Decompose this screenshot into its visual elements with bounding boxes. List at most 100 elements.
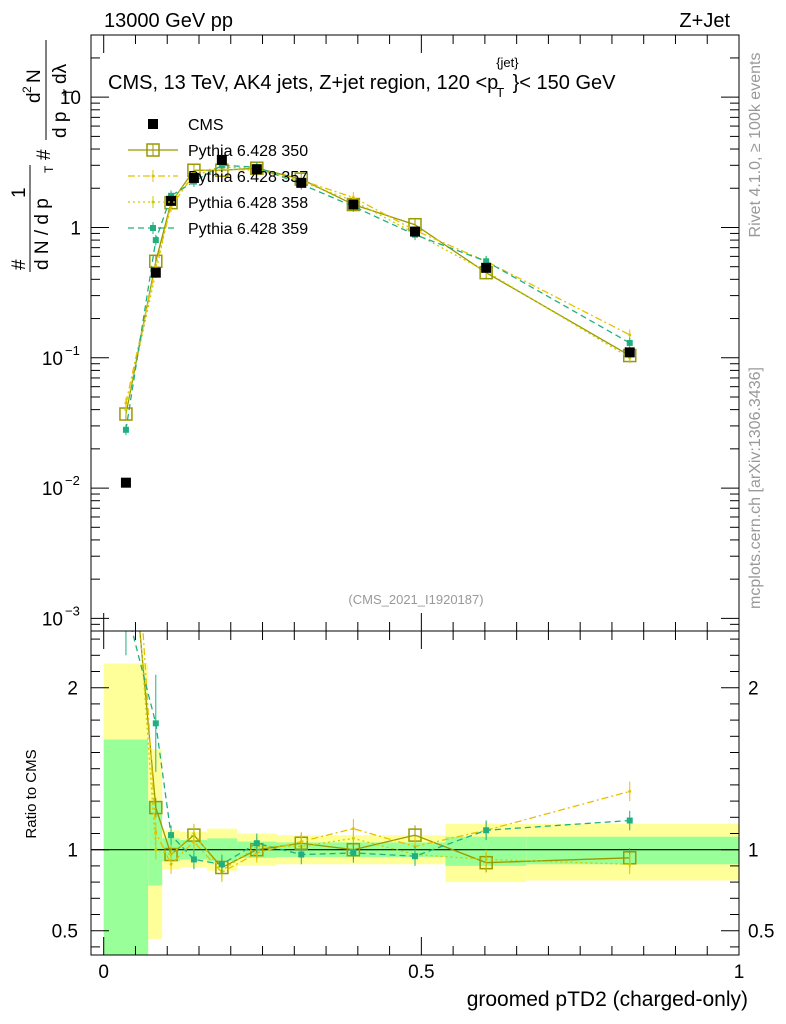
main-ytick-exponent: −1 [65, 343, 80, 358]
legend-marker-p350 [146, 143, 160, 157]
data-point-cms [150, 267, 161, 278]
ratio-point-p359 [152, 720, 159, 727]
data-point-p359 [626, 339, 633, 346]
ratio-point-p358 [169, 853, 173, 857]
legend-label-p357: Pythia 6.428 357 [188, 169, 308, 186]
ratio-point-p358 [484, 857, 488, 861]
ratio-ytick-label: 1 [67, 841, 78, 862]
mcplots-label: mcplots.cern.ch [arXiv:1306.3436] [747, 367, 764, 609]
ratio-line-p350 [139, 631, 630, 869]
ratio-point-p357 [124, 362, 127, 365]
legend-label-p358: Pythia 6.428 358 [188, 195, 308, 212]
chart-title: CMS, 13 TeV, AK4 jets, Z+jet region, 120… [108, 55, 616, 100]
main-ytick-label: 10 [42, 609, 63, 630]
ratio-point-p358 [628, 862, 632, 866]
data-point-cms [120, 477, 131, 488]
legend-label-p350: Pythia 6.428 350 [188, 143, 308, 160]
ratio-point-p357 [628, 789, 632, 793]
ratio-ytick-label-right: 1 [748, 841, 759, 862]
data-point-cms [188, 172, 199, 183]
main-ytick-label: 10 [42, 479, 63, 500]
ylabel-dlambda: dλ [50, 63, 71, 84]
ratio-ytick-label-right: 2 [748, 679, 759, 700]
ratio-panel: 0 0.5 10.5 0.51 12 2 Ratio to CMS groomed pTD… [23, 362, 774, 1011]
legend-label-cms: CMS [188, 117, 224, 134]
legend-marker-cms [148, 119, 158, 129]
ylabel-dpt: d p [50, 112, 71, 138]
legend-marker-p358 [151, 200, 155, 204]
main-data [119, 154, 637, 488]
ratio-point-p358 [351, 836, 355, 840]
x-tick-label: 0.5 [408, 962, 434, 983]
data-point-cms [624, 347, 635, 358]
main-ytick-exponent: −3 [65, 603, 80, 618]
data-point-cms [166, 195, 177, 206]
data-point-cms [481, 262, 492, 273]
ratio-ytick-label: 2 [67, 679, 78, 700]
ratio-data [123, 362, 637, 883]
ratio-band-green [103, 739, 149, 955]
ratio-point-p359 [626, 817, 633, 824]
ratio-point-p359 [218, 861, 225, 868]
ratio-ytick-label-right: 0.5 [748, 922, 774, 943]
data-point-p359 [483, 258, 490, 265]
ratio-point-p350 [149, 800, 163, 815]
ratio-ylabel: Ratio to CMS [23, 749, 40, 838]
data-point-cms [410, 226, 420, 237]
main-ytick-exponent: −2 [65, 473, 80, 488]
data-point-cms [216, 154, 227, 165]
header-energy: 13000 GeV pp [104, 10, 233, 32]
watermark: (CMS_2021_I1920187) [348, 592, 483, 607]
data-point-p359 [122, 426, 129, 433]
data-point-p359 [218, 162, 225, 169]
title-sup: {jet} [496, 55, 519, 70]
ratio-point-p359 [483, 827, 490, 834]
ratio-bands [91, 663, 739, 955]
ratio-series-group [123, 362, 637, 883]
main-ylabel: # 1 d N / d p T # d 2 N d p T dλ [9, 40, 75, 272]
ratio-ytick-label: 0.5 [52, 922, 78, 943]
ylabel-hash-1: # [9, 259, 30, 270]
ylabel-dn-dpt: d N / d p [32, 198, 53, 270]
ratio-point-p359 [168, 832, 175, 839]
title-main: CMS, 13 TeV, AK4 jets, Z+jet region, 120… [108, 72, 498, 94]
data-point-p357 [628, 333, 632, 337]
ratio-line-p357 [142, 631, 630, 874]
ratio-point-p359 [412, 853, 418, 860]
ylabel-hash-2: # [34, 149, 55, 160]
ratio-point-p358 [192, 832, 196, 835]
x-tick-label: 1 [734, 962, 745, 983]
ylabel-d: d [24, 92, 45, 103]
ratio-frame [90, 630, 740, 956]
x-tick-label: 0 [98, 962, 109, 983]
data-point-p359 [168, 192, 175, 199]
data-point-cms [296, 177, 307, 188]
main-ytick-label: 1 [70, 218, 81, 239]
data-point-p359 [152, 237, 159, 244]
ratio-point-p359 [190, 856, 197, 863]
ratio-point-p359 [298, 851, 305, 858]
x-axis-label: groomed pTD2 (charged-only) [467, 988, 748, 1011]
ylabel-d-sup: 2 [20, 86, 34, 93]
ylabel-one: 1 [9, 187, 30, 198]
legend-marker-p359 [150, 225, 156, 231]
ylabel-n: N [24, 69, 45, 83]
ylabel-dn-dpt-sub: T [42, 165, 56, 173]
ratio-point-p359 [123, 604, 129, 610]
data-point-p358 [124, 408, 128, 412]
ratio-axes: 0 0.5 10.5 0.51 12 2 [52, 631, 774, 983]
main-ytick-label: 10 [42, 349, 63, 370]
ylabel-dpt-sub: T [61, 88, 75, 96]
data-point-cms [251, 164, 262, 175]
ratio-point-p358 [154, 848, 158, 852]
series-line-p358 [125, 166, 631, 410]
ratio-line-p358 [139, 631, 630, 872]
header-process: Z+Jet [679, 10, 730, 32]
rivet-label: Rivet 4.1.0, ≥ 100k events [747, 53, 764, 238]
legend-marker-p357 [151, 174, 155, 178]
title-sub: T [496, 85, 504, 100]
title-tail: }< 150 GeV [513, 72, 617, 94]
